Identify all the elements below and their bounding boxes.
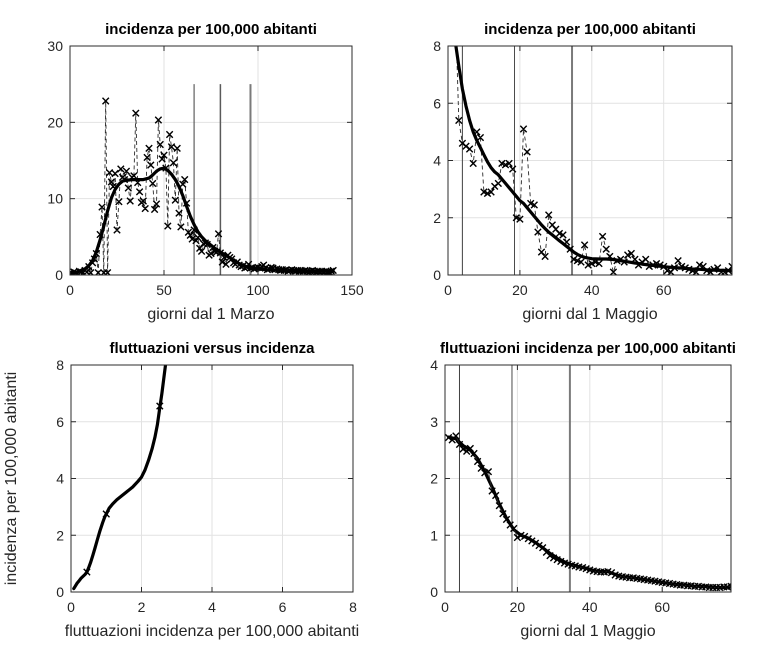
x-markers <box>455 116 732 275</box>
x-tick-labels: 0 20 40 60 <box>444 282 672 298</box>
svg-text:2: 2 <box>433 210 441 226</box>
panel-fluttuazioni-vs-incidenza: 0 2 4 6 8 0 2 4 6 8 fluttuazioni versus incidenza f… <box>0 330 392 658</box>
panel-background <box>392 330 784 658</box>
svg-text:3: 3 <box>430 414 438 430</box>
axes-box <box>69 45 353 276</box>
svg-text:8: 8 <box>349 599 357 615</box>
x-axis-label: giorni dal 1 Maggio <box>522 306 657 323</box>
tick-marks <box>69 45 353 276</box>
svg-text:6: 6 <box>279 599 287 615</box>
svg-text:8: 8 <box>56 357 64 373</box>
svg-text:0: 0 <box>433 267 441 283</box>
data-series <box>454 46 732 275</box>
svg-text:0: 0 <box>67 599 75 615</box>
y-tick-labels: 0 2 4 6 8 <box>56 357 64 600</box>
y-tick-labels: 0 1 2 3 4 <box>430 357 438 600</box>
incidenza-maggio-chart: 0 20 40 60 0 2 4 6 8 incidenza per 100,000 abitan… <box>392 0 784 330</box>
svg-text:10: 10 <box>47 191 63 207</box>
x-tick-labels: 0 50 100 150 <box>66 282 364 298</box>
x-axis-label: fluttuazioni incidenza per 100,000 abita… <box>65 623 359 640</box>
tick-marks <box>70 364 354 593</box>
panel-background <box>0 330 392 658</box>
incidenza-marzo-chart: 0 50 100 150 0 10 20 30 incidenza per 100,000 ab… <box>0 0 392 330</box>
y-axis-label: incidenza per 100,000 abitanti <box>3 372 20 586</box>
svg-text:4: 4 <box>433 153 441 169</box>
svg-text:1: 1 <box>430 527 438 543</box>
chart-title: incidenza per 100,000 abitanti <box>484 21 696 38</box>
svg-text:20: 20 <box>510 599 526 615</box>
svg-text:6: 6 <box>433 95 441 111</box>
event-vlines <box>458 365 571 592</box>
chart-title: incidenza per 100,000 abitanti <box>105 21 317 38</box>
svg-text:0: 0 <box>441 599 449 615</box>
tick-marks <box>444 364 731 593</box>
svg-text:4: 4 <box>208 599 216 615</box>
svg-text:60: 60 <box>656 282 672 298</box>
svg-text:60: 60 <box>654 599 670 615</box>
panel-incidenza-maggio: 0 20 40 60 0 2 4 6 8 incidenza per 100,000 abitan… <box>392 0 784 330</box>
svg-text:2: 2 <box>138 599 146 615</box>
x-markers <box>445 432 731 592</box>
svg-text:20: 20 <box>512 282 528 298</box>
svg-text:8: 8 <box>433 38 441 54</box>
svg-text:40: 40 <box>582 599 598 615</box>
x-markers <box>83 402 164 576</box>
svg-text:30: 30 <box>47 38 63 54</box>
x-markers <box>70 97 337 275</box>
y-tick-labels: 0 10 20 30 <box>47 38 63 283</box>
data-series <box>70 97 337 275</box>
svg-text:6: 6 <box>56 414 64 430</box>
chart-title: fluttuazioni versus incidenza <box>109 340 315 357</box>
fluttuazioni-vs-incidenza-chart: 0 2 4 6 8 0 2 4 6 8 fluttuazioni versus incidenza f… <box>0 330 392 658</box>
svg-text:150: 150 <box>340 282 364 298</box>
svg-text:0: 0 <box>430 584 438 600</box>
svg-text:0: 0 <box>56 584 64 600</box>
chart-title: fluttuazioni incidenza per 100,000 abita… <box>440 340 736 357</box>
svg-text:4: 4 <box>56 471 64 487</box>
svg-text:4: 4 <box>430 357 438 373</box>
panel-incidenza-marzo: 0 50 100 150 0 10 20 30 incidenza per 100,000 ab… <box>0 0 392 330</box>
x-tick-labels: 0 20 40 60 <box>441 599 670 615</box>
x-axis-label: giorni dal 1 Marzo <box>147 306 274 323</box>
svg-text:100: 100 <box>246 282 270 298</box>
data-series <box>72 365 168 591</box>
svg-text:0: 0 <box>55 267 63 283</box>
tick-marks <box>447 45 732 276</box>
x-tick-labels: 0 2 4 6 8 <box>67 599 357 615</box>
svg-text:2: 2 <box>430 471 438 487</box>
x-axis-label: giorni dal 1 Maggio <box>520 623 655 640</box>
panel-background <box>392 0 784 330</box>
panel-fluttuazioni-maggio: 0 20 40 60 0 1 2 3 4 fluttuazioni incidenza per 1… <box>392 330 784 658</box>
svg-text:50: 50 <box>156 282 172 298</box>
svg-text:40: 40 <box>584 282 600 298</box>
svg-text:0: 0 <box>66 282 74 298</box>
y-tick-labels: 0 2 4 6 8 <box>433 38 441 283</box>
svg-text:0: 0 <box>444 282 452 298</box>
svg-text:2: 2 <box>56 527 64 543</box>
svg-text:20: 20 <box>47 114 63 130</box>
smooth-curve <box>70 166 335 275</box>
data-series <box>445 432 731 592</box>
